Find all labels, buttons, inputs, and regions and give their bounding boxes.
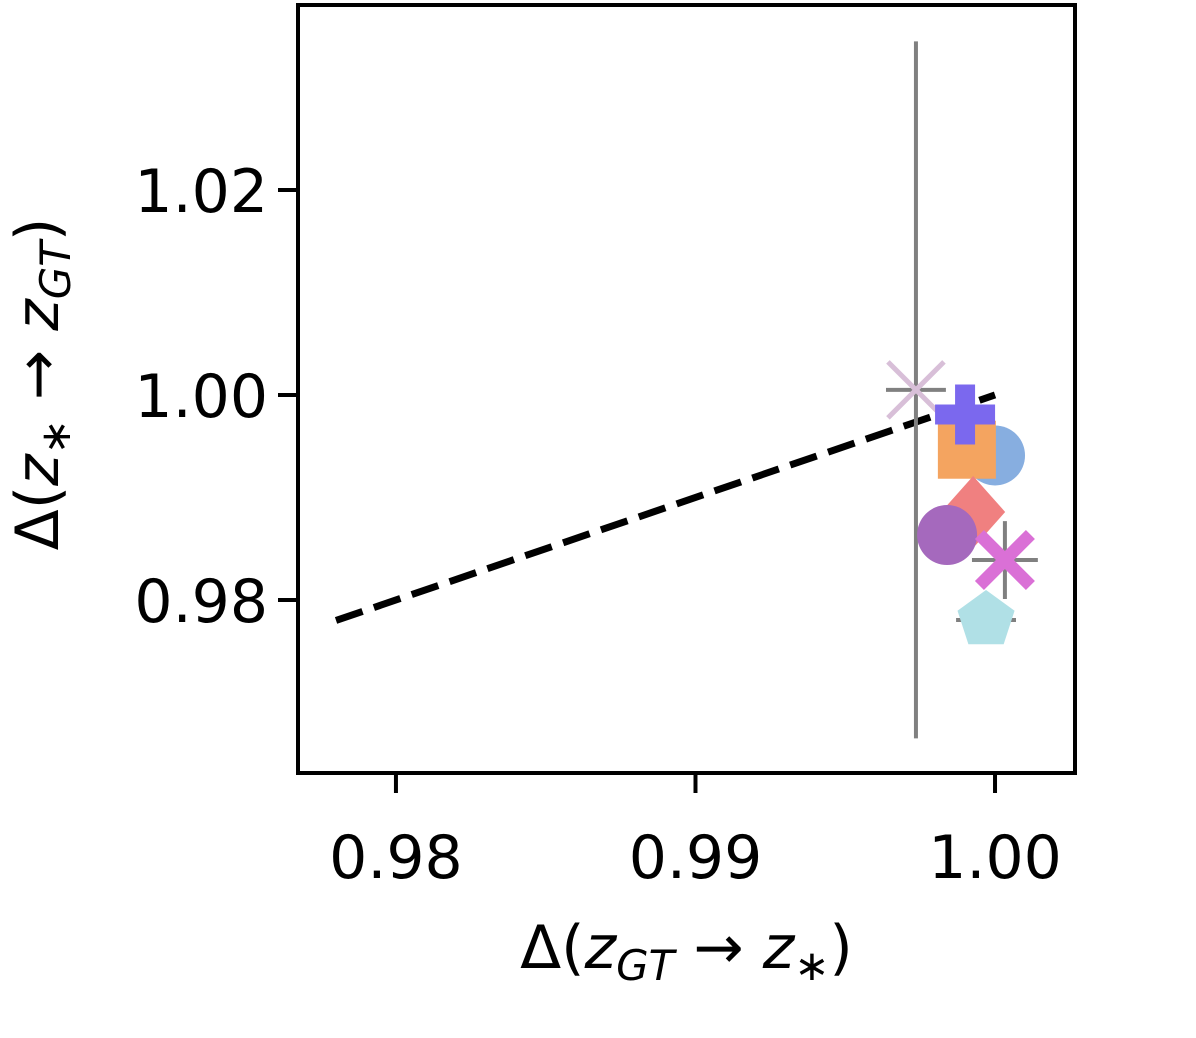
- label-part: Δ(: [3, 486, 73, 550]
- label-part: ): [3, 218, 73, 241]
- label-part: ∗: [31, 419, 80, 454]
- plot-frame: [296, 3, 1077, 775]
- label-part: z: [3, 298, 73, 332]
- reference-line: [334, 391, 997, 624]
- label-part: z: [584, 913, 618, 983]
- point: [974, 530, 1035, 591]
- x-axis-label: Δ(zGT → z∗): [520, 913, 853, 990]
- y-tick-label: 1.00: [134, 362, 268, 432]
- plot-area: [334, 41, 1038, 739]
- label-part: GT: [31, 238, 80, 300]
- point: [957, 589, 1015, 645]
- label-part: z: [3, 453, 73, 487]
- label-part: Δ(: [520, 913, 584, 983]
- label-part: →: [3, 331, 73, 419]
- label-part: ∗: [794, 941, 829, 990]
- label-part: GT: [616, 941, 678, 990]
- x-tick-label: 1.00: [928, 823, 1062, 893]
- y-tick-label: 1.02: [134, 157, 268, 227]
- point: [935, 384, 996, 445]
- y-axis-label: Δ(z∗ → zGT): [3, 218, 80, 551]
- x-tick-label: 0.98: [329, 823, 463, 893]
- label-part: →: [674, 913, 762, 983]
- point: [886, 360, 946, 420]
- y-tick-label: 0.98: [134, 567, 268, 637]
- label-part: z: [762, 913, 796, 983]
- x-tick-label: 0.99: [629, 823, 763, 893]
- label-part: ): [829, 913, 852, 983]
- point: [917, 505, 978, 566]
